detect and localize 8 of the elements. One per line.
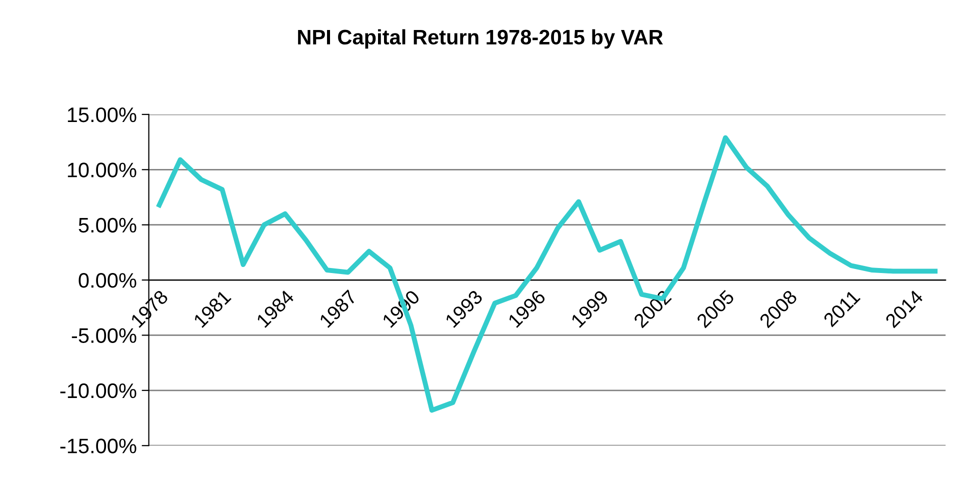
y-tick-label: -5.00%: [72, 328, 136, 343]
y-tick-label: 0.00%: [78, 273, 136, 288]
y-tick-label: 15.00%: [68, 107, 136, 122]
chart-title: NPI Capital Return 1978-2015 by VAR: [298, 29, 663, 49]
y-tick-label: 10.00%: [68, 162, 136, 178]
y-tick-label: -15.00%: [60, 438, 136, 454]
y-tick-label: -10.00%: [60, 383, 136, 398]
y-tick-label: 5.00%: [78, 218, 136, 233]
